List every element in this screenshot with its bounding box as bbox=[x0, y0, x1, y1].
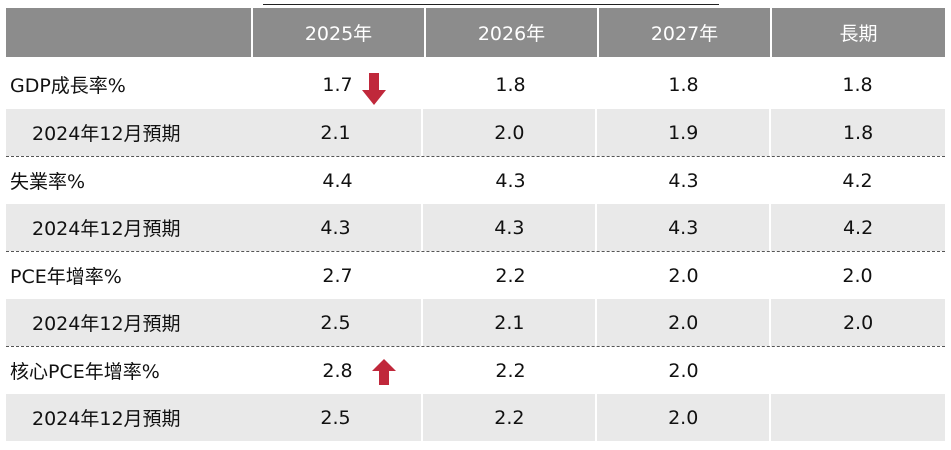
value-2025: 1.7 bbox=[251, 61, 424, 108]
value-2026: 1.8 bbox=[495, 73, 526, 96]
table-row: GDP成長率% 1.7 1.8 1.8 1.8 bbox=[6, 61, 945, 108]
table-header: 2025年 2026年 2027年 長期 bbox=[6, 8, 945, 57]
row-label: 2024年12月預期 bbox=[32, 313, 181, 335]
value-2025: 2.5 bbox=[320, 406, 351, 429]
table-row: 失業率% 4.4 4.3 4.3 4.2 bbox=[6, 156, 945, 204]
header-2026: 2026年 bbox=[424, 8, 597, 57]
row-label: GDP成長率% bbox=[10, 75, 126, 97]
value-2025: 2.8 bbox=[251, 347, 424, 394]
value-2027: 4.3 bbox=[668, 169, 699, 192]
header-blank-cell bbox=[6, 8, 251, 57]
value-2027: 1.9 bbox=[595, 109, 769, 156]
value-2027: 2.0 bbox=[668, 264, 699, 287]
row-label: PCE年增率% bbox=[10, 266, 122, 288]
value-2026: 2.2 bbox=[495, 264, 526, 287]
table-row: 2024年12月預期 2.1 2.0 1.9 1.8 bbox=[6, 109, 945, 156]
value-text: 1.7 bbox=[322, 73, 353, 96]
header-2025: 2025年 bbox=[251, 8, 424, 57]
value-2027: 2.0 bbox=[595, 394, 769, 441]
table-row: 2024年12月預期 2.5 2.1 2.0 2.0 bbox=[6, 299, 945, 346]
value-long-term bbox=[769, 394, 945, 441]
table-row: 核心PCE年增率% 2.8 2.2 2.0 bbox=[6, 346, 945, 394]
value-long-term: 1.8 bbox=[769, 109, 945, 156]
top-rule bbox=[263, 4, 719, 5]
value-long-term: 2.0 bbox=[842, 264, 873, 287]
value-2026: 4.3 bbox=[495, 169, 526, 192]
value-2025: 4.3 bbox=[320, 216, 351, 239]
value-2025: 2.5 bbox=[320, 311, 351, 334]
value-text: 2.8 bbox=[322, 359, 353, 382]
row-label: 失業率% bbox=[10, 171, 86, 193]
value-2027: 1.8 bbox=[668, 73, 699, 96]
value-2026: 2.2 bbox=[495, 359, 526, 382]
value-long-term: 4.2 bbox=[769, 204, 945, 251]
value-long-term: 1.8 bbox=[842, 73, 873, 96]
table-row: 2024年12月預期 4.3 4.3 4.3 4.2 bbox=[6, 204, 945, 251]
value-long-term bbox=[770, 347, 945, 394]
value-2025: 4.4 bbox=[322, 169, 353, 192]
value-2026: 2.1 bbox=[421, 299, 595, 346]
value-2025: 2.1 bbox=[320, 121, 351, 144]
arrow-up-icon bbox=[372, 359, 396, 385]
row-label: 核心PCE年增率% bbox=[10, 361, 160, 383]
value-long-term: 4.2 bbox=[842, 169, 873, 192]
table-row: 2024年12月預期 2.5 2.2 2.0 bbox=[6, 394, 945, 441]
value-2026: 4.3 bbox=[421, 204, 595, 251]
row-label: 2024年12月預期 bbox=[32, 218, 181, 240]
value-2026: 2.0 bbox=[421, 109, 595, 156]
row-label: 2024年12月預期 bbox=[32, 123, 181, 145]
value-long-term: 2.0 bbox=[769, 299, 945, 346]
value-2025: 2.7 bbox=[322, 264, 353, 287]
table-row: PCE年增率% 2.7 2.2 2.0 2.0 bbox=[6, 251, 945, 299]
header-2027: 2027年 bbox=[597, 8, 770, 57]
header-long-term: 長期 bbox=[770, 8, 945, 57]
value-2027: 4.3 bbox=[595, 204, 769, 251]
value-2027: 2.0 bbox=[668, 359, 699, 382]
value-2026: 2.2 bbox=[421, 394, 595, 441]
arrow-down-icon bbox=[362, 73, 386, 105]
row-label: 2024年12月預期 bbox=[32, 408, 181, 430]
value-2027: 2.0 bbox=[595, 299, 769, 346]
